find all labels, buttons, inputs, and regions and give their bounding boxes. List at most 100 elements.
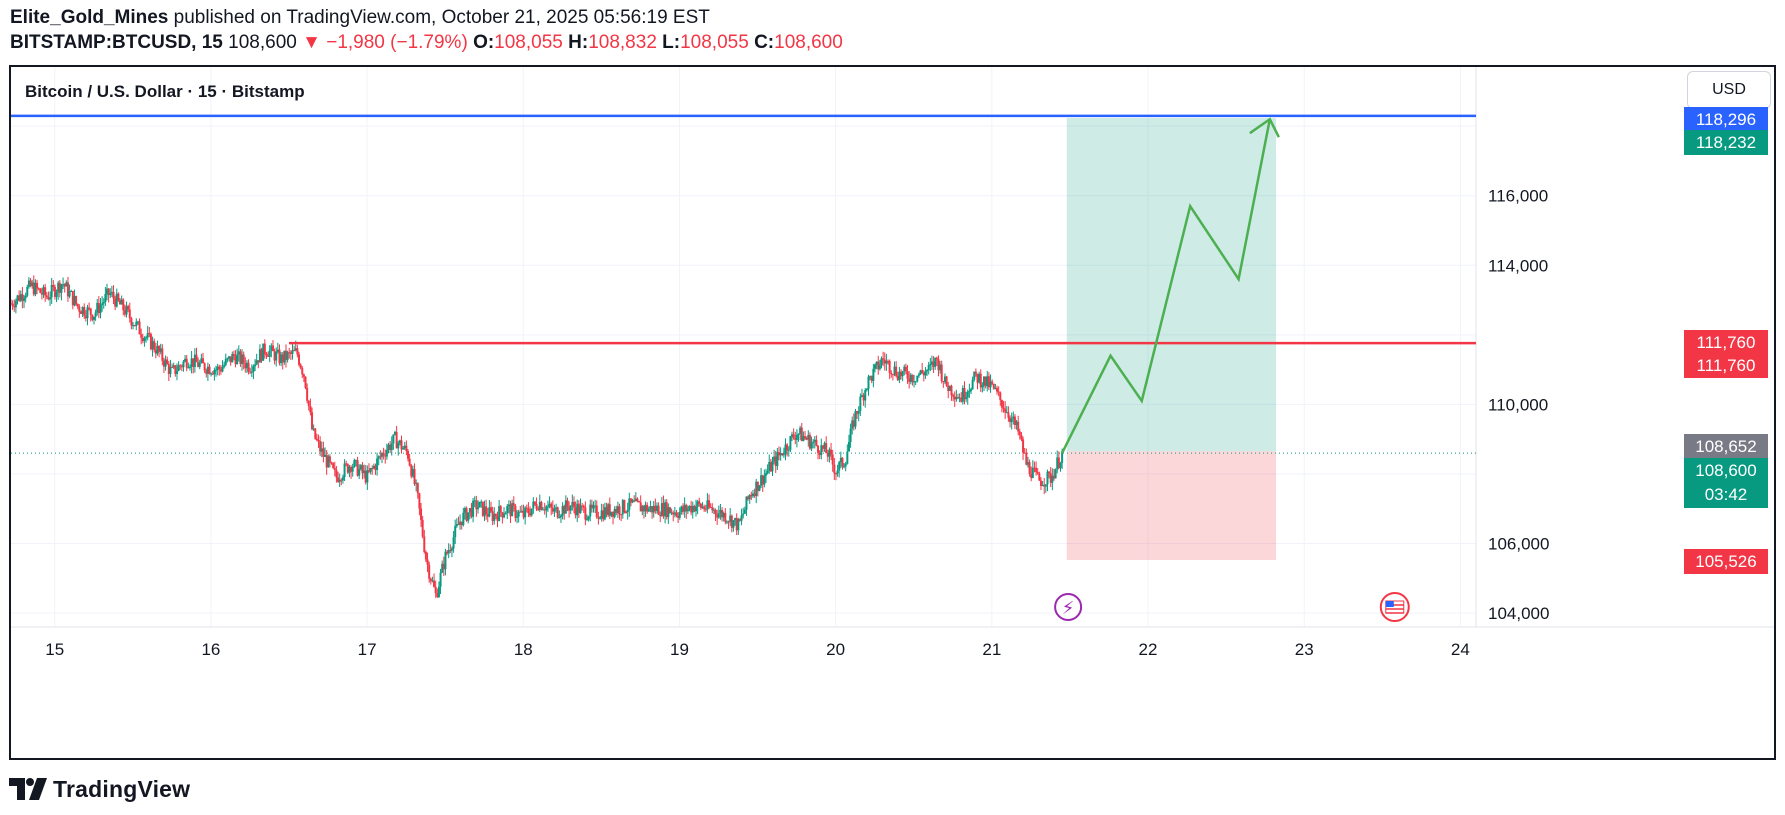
candle-body	[372, 465, 375, 469]
candle-body	[525, 507, 528, 509]
candle-body	[223, 364, 226, 367]
candle-body	[174, 365, 177, 375]
candle-body	[60, 284, 63, 293]
price-tag-label: 118,296	[1695, 110, 1757, 129]
candle-body	[263, 343, 266, 354]
candle-body	[250, 371, 253, 373]
candle-body	[398, 440, 401, 444]
candle-body	[865, 388, 868, 391]
x-axis-tick-label: 23	[1295, 640, 1314, 659]
candle-body	[252, 366, 255, 372]
candle-body	[709, 506, 712, 508]
candle-body	[895, 366, 898, 376]
candle-body	[14, 300, 17, 308]
candle-body	[781, 453, 784, 456]
candle-body	[621, 500, 624, 515]
candle-body	[600, 510, 603, 519]
candle-body	[1033, 467, 1036, 469]
candle-body	[239, 351, 242, 365]
candle-body	[947, 385, 950, 391]
candle-body	[314, 428, 317, 439]
candle-body	[182, 361, 185, 368]
tradingview-wordmark: TradingView	[53, 775, 191, 802]
candle-body	[478, 501, 481, 508]
candle-body	[302, 374, 305, 377]
currency-button[interactable]: USD	[1687, 71, 1771, 109]
candle-body	[633, 500, 636, 502]
candle-body	[418, 493, 421, 509]
candle-body	[572, 501, 575, 508]
candle-body	[981, 385, 984, 388]
candle-body	[429, 578, 432, 581]
candle-body	[742, 513, 745, 516]
candle-body	[714, 509, 717, 515]
symbol-label: BITSTAMP:BTCUSD, 15	[10, 32, 223, 53]
candle-body	[267, 355, 270, 357]
high-value: 108,832	[588, 32, 657, 53]
candle-body	[698, 501, 701, 504]
candle-body	[590, 504, 593, 509]
candle-body	[75, 296, 78, 304]
candle-body	[519, 511, 522, 513]
candle-body	[989, 381, 992, 388]
author-name[interactable]: Elite_Gold_Mines	[10, 7, 169, 28]
candle-body	[49, 297, 52, 300]
candle-body	[52, 284, 55, 288]
candle-body	[1023, 452, 1026, 454]
candle-body	[420, 508, 423, 520]
candle-body	[553, 509, 556, 512]
candle-body	[379, 456, 382, 458]
price-tag: 108,600 03:42	[1684, 458, 1768, 508]
candle-body	[862, 395, 865, 401]
candle-body	[812, 441, 815, 443]
candle-body	[953, 396, 956, 400]
candle-body	[503, 514, 506, 518]
down-arrow-icon: ▼	[302, 32, 321, 53]
candle-body	[948, 385, 951, 391]
candle-body	[524, 507, 527, 518]
candle-body	[162, 360, 165, 367]
candle-body	[151, 341, 154, 350]
candle-body	[486, 514, 489, 517]
candle-body	[21, 294, 24, 301]
candle-body	[563, 506, 566, 514]
candle-body	[589, 504, 592, 517]
price-tag: 108,652	[1684, 434, 1768, 459]
candle-body	[582, 505, 585, 508]
lightning-glyph-icon: ⚡	[1062, 598, 1075, 619]
candle-body	[332, 463, 335, 468]
candle-body	[753, 493, 756, 497]
candle-body	[828, 449, 831, 457]
candle-body	[574, 507, 577, 516]
candle-body	[686, 508, 689, 512]
candle-body	[348, 466, 351, 473]
candle-body	[693, 505, 696, 512]
candle-body	[642, 506, 645, 512]
tradingview-logo[interactable]: TradingView	[9, 774, 190, 804]
candle-body	[701, 506, 704, 508]
candle-body	[13, 306, 16, 308]
candle-body	[768, 461, 771, 471]
candle-body	[325, 454, 328, 468]
candle-body	[84, 315, 87, 319]
price-chart[interactable]: 15 16 17 18 19 20 21 22 23 24 104,000 106,000 110,00…	[11, 67, 1776, 760]
candle-body	[844, 463, 847, 467]
candle-body	[421, 519, 424, 537]
candle-body	[815, 439, 818, 446]
candle-body	[685, 504, 688, 512]
candle-body	[1026, 462, 1029, 465]
candle-body	[1017, 421, 1020, 432]
candle-body	[153, 341, 156, 350]
candle-body	[704, 509, 707, 511]
candle-body	[856, 411, 859, 414]
candle-body	[452, 537, 455, 549]
candle-body	[592, 505, 595, 509]
candle-body	[506, 506, 509, 513]
candle-body	[958, 397, 961, 399]
candle-body	[470, 508, 473, 517]
candle-body	[872, 368, 875, 381]
candle-body	[636, 498, 639, 502]
candle-body	[37, 288, 40, 290]
chart-frame[interactable]: 15 16 17 18 19 20 21 22 23 24 104,000 106,000 110,00…	[9, 65, 1776, 760]
candle-body	[1046, 471, 1049, 485]
